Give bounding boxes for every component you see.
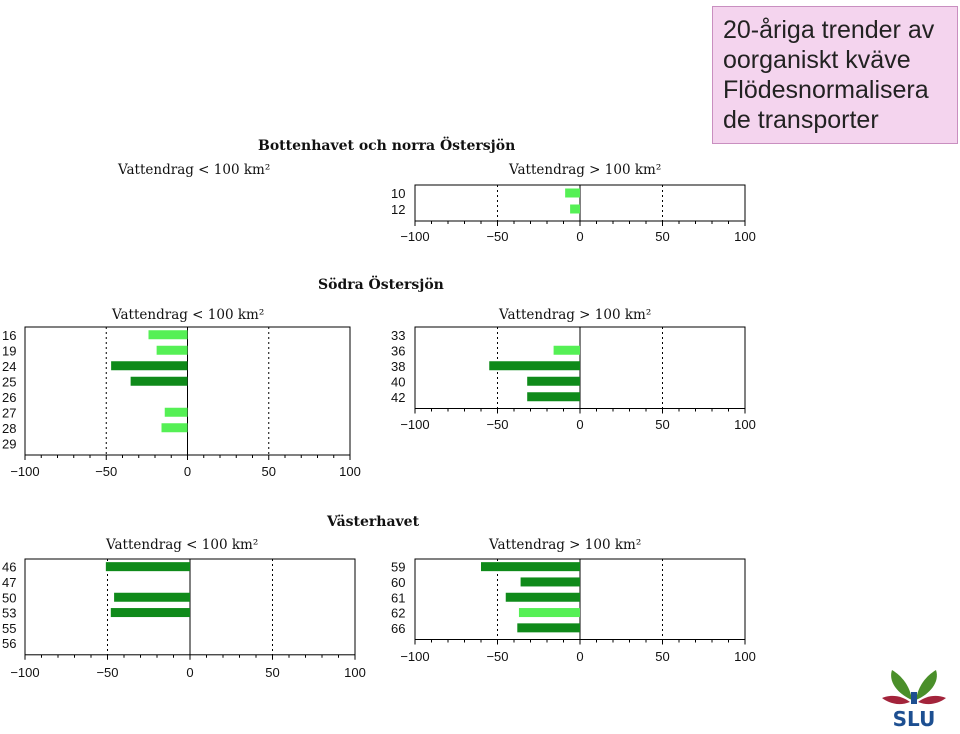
x-tick-label: 0 [576, 649, 583, 664]
panel-title-small-basins: Vattendrag < 100 km² [118, 162, 271, 178]
title-line: 20-åriga trender av [723, 16, 935, 44]
bar [148, 330, 188, 340]
bar [111, 361, 188, 371]
x-tick-label: −100 [400, 649, 429, 664]
x-tick-label: 100 [734, 229, 756, 244]
x-tick-label: −50 [486, 649, 508, 664]
bar [110, 608, 190, 618]
y-tick-label: 27 [2, 405, 16, 420]
x-tick-label: 50 [655, 229, 669, 244]
y-tick-label: 19 [2, 343, 16, 358]
bar [518, 608, 580, 618]
bar [553, 345, 580, 355]
panel-title-large-basins: Vattendrag > 100 km² [499, 307, 652, 323]
y-tick-label: 53 [2, 606, 16, 621]
panel-title-large-basins: Vattendrag > 100 km² [489, 537, 642, 553]
bar [105, 562, 190, 572]
title-line: oorganiskt kväve [723, 46, 911, 74]
x-tick-label: −50 [95, 464, 117, 479]
y-tick-label: 56 [2, 636, 16, 651]
x-tick-label: −50 [486, 229, 508, 244]
bar [156, 345, 188, 355]
slu-logo: SLU [882, 670, 946, 730]
bar [481, 562, 580, 572]
x-tick-label: 0 [184, 464, 191, 479]
title-line: de transporter [723, 106, 879, 134]
x-tick-label: 50 [265, 665, 279, 680]
title-line: Flödesnormalisera [723, 76, 929, 104]
x-tick-label: −50 [486, 417, 508, 432]
bar [505, 592, 580, 602]
y-tick-label: 55 [2, 621, 16, 636]
y-tick-label: 16 [2, 328, 16, 343]
x-tick-label: 50 [655, 649, 669, 664]
x-tick-label: 100 [344, 665, 366, 680]
x-tick-label: 50 [655, 417, 669, 432]
y-tick-label: 50 [2, 590, 16, 605]
bar [489, 361, 580, 371]
logo-text: SLU [893, 707, 936, 730]
panel-title-small-basins: Vattendrag < 100 km² [112, 307, 265, 323]
section-title-sodra-ostersjon: Södra Östersjön [318, 277, 444, 293]
bar [520, 577, 580, 587]
y-tick-label: 29 [2, 436, 16, 451]
y-tick-label: 62 [391, 606, 405, 621]
x-tick-label: 0 [186, 665, 193, 680]
bar [527, 392, 580, 402]
y-tick-label: 12 [391, 202, 405, 217]
bar [164, 407, 188, 417]
x-tick-label: −100 [10, 464, 39, 479]
x-tick-label: 50 [262, 464, 276, 479]
chart-title-box: 20-åriga trender av oorganiskt kväve Flö… [712, 6, 958, 144]
section-title-bottenhavet: Bottenhavet och norra Östersjön [258, 138, 516, 154]
y-tick-label: 24 [2, 359, 16, 374]
x-tick-label: −100 [400, 417, 429, 432]
y-tick-label: 42 [391, 390, 405, 405]
y-tick-label: 60 [391, 575, 405, 590]
bar [161, 423, 188, 433]
y-tick-label: 10 [391, 186, 405, 201]
bar [570, 204, 580, 214]
y-tick-label: 25 [2, 374, 16, 389]
y-tick-label: 38 [391, 359, 405, 374]
y-tick-label: 61 [391, 590, 405, 605]
x-tick-label: 100 [734, 417, 756, 432]
bar [527, 376, 580, 386]
x-tick-label: −50 [96, 665, 118, 680]
x-tick-label: −100 [400, 229, 429, 244]
x-tick-label: 100 [734, 649, 756, 664]
bar [114, 592, 190, 602]
section-title-vasterhavet: Västerhavet [327, 514, 420, 530]
panel-title-small-basins: Vattendrag < 100 km² [106, 537, 259, 553]
y-tick-label: 46 [2, 560, 16, 575]
y-tick-label: 40 [391, 374, 405, 389]
y-tick-label: 47 [2, 575, 16, 590]
bar [517, 623, 580, 633]
y-tick-label: 33 [391, 328, 405, 343]
x-tick-label: 0 [576, 229, 583, 244]
x-tick-label: −100 [10, 665, 39, 680]
x-tick-label: 0 [576, 417, 583, 432]
panel-title-large-basins: Vattendrag > 100 km² [509, 162, 662, 178]
y-tick-label: 26 [2, 390, 16, 405]
bar [130, 376, 188, 386]
y-tick-label: 59 [391, 560, 405, 575]
y-tick-label: 36 [391, 343, 405, 358]
x-tick-label: 100 [339, 464, 361, 479]
y-tick-label: 28 [2, 421, 16, 436]
y-tick-label: 66 [391, 621, 405, 636]
bar [565, 188, 580, 198]
